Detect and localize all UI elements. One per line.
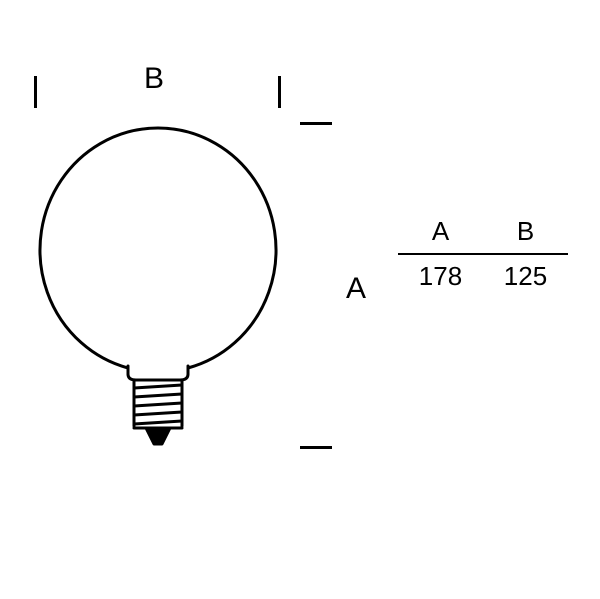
table-header-a: A xyxy=(398,216,483,247)
tick-a-bottom xyxy=(300,446,332,449)
table-value-b: 125 xyxy=(483,261,568,292)
height-dim-label: A xyxy=(346,272,367,306)
table-row: 178 125 xyxy=(398,255,568,298)
tick-b-right xyxy=(278,76,281,108)
table-header-row: A B xyxy=(398,210,568,255)
table-header-b: B xyxy=(483,216,568,247)
tick-b-left xyxy=(34,76,37,108)
table-value-a: 178 xyxy=(398,261,483,292)
bulb-outline-svg xyxy=(0,0,600,599)
dimension-table: A B 178 125 xyxy=(398,210,568,298)
diagram-canvas: B A A B 178 125 xyxy=(0,0,600,599)
tick-a-top xyxy=(300,122,332,125)
width-dim-label: B xyxy=(144,62,165,96)
